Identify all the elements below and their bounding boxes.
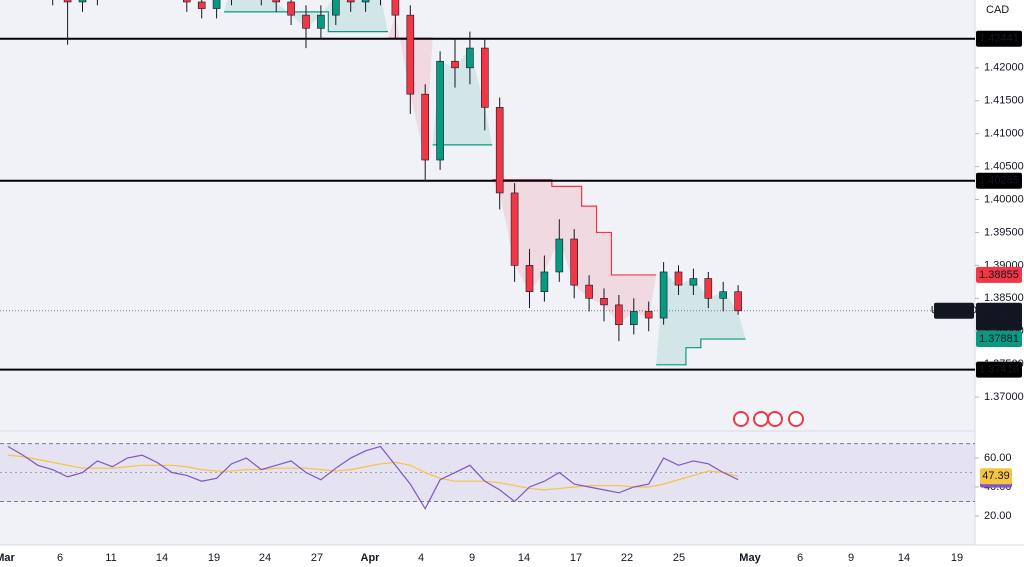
supertrend-line [224, 11, 388, 33]
x-tick-label: 17 [570, 552, 582, 564]
supertrend-label-box [976, 266, 1022, 283]
x-tick-label: 9 [848, 552, 854, 564]
y-tick-label: 1.41000 [984, 128, 1024, 140]
supertrend-label: 1.37881 [979, 333, 1019, 345]
x-tick-label: 4 [418, 552, 424, 564]
candle-body [302, 14, 310, 29]
level-label-box [976, 172, 1022, 189]
x-tick-label: 14 [518, 552, 530, 564]
supertrend-line [656, 338, 746, 366]
candle-body [63, 0, 72, 3]
y-tick-label: 1.41500 [984, 95, 1024, 107]
y-tick-label: 1.40000 [984, 193, 1024, 205]
last-price: 1.38310 [979, 305, 1019, 317]
x-tick-label: Apr [361, 552, 381, 564]
price-pane [0, 0, 975, 371]
currency: CAD [986, 4, 1009, 16]
candle-body [644, 311, 653, 319]
candle-body [183, 0, 191, 3]
x-tick-label: 25 [673, 552, 685, 564]
candle-body [629, 311, 638, 325]
countdown: 03:35:43 [978, 317, 1021, 329]
supertrend-label-box [976, 331, 1022, 348]
x-tick-label: 9 [469, 552, 475, 564]
x-tick-label: 11 [105, 552, 116, 564]
candle-body [585, 284, 593, 299]
level-label-box [976, 361, 1022, 378]
rsi-value-label-box [980, 468, 1012, 485]
level-label: 1.42441 [979, 33, 1019, 45]
y-tick-label: 1.42000 [984, 62, 1024, 74]
candle-body [480, 47, 489, 108]
x-tick-label: 24 [259, 552, 271, 564]
candle-body [197, 1, 206, 9]
candle-body [704, 278, 713, 299]
candle-body [287, 1, 295, 16]
candle-body [540, 271, 549, 293]
rsi-pane [0, 443, 975, 510]
candle-body [346, 0, 355, 3]
rsi-tick-label: 60.00 [984, 452, 1012, 464]
candle-body [525, 265, 534, 293]
level-label-box [976, 30, 1022, 47]
candle-body [406, 14, 415, 95]
rsi-tick-label: 20.00 [984, 510, 1012, 522]
supertrend-label: 1.38855 [979, 269, 1019, 281]
level-label: 1.40285 [979, 175, 1019, 187]
candle-body [674, 271, 683, 286]
candle-body [555, 238, 564, 273]
supertrend-fill [432, 48, 493, 145]
candle-body [615, 304, 623, 325]
x-tick-label: Mar [0, 552, 15, 564]
candle-body [331, 0, 340, 16]
candle-body [495, 107, 504, 194]
x-tick-label: 19 [951, 552, 963, 564]
x-tick-label: 22 [621, 552, 633, 564]
rsi-band [0, 443, 975, 502]
y-tick-label: 1.40500 [984, 161, 1024, 173]
x-tick-label: May [739, 552, 761, 564]
candle-body [272, 0, 281, 3]
candle-body [212, 0, 221, 9]
candle-body [78, 0, 87, 3]
candle-body [391, 0, 400, 16]
last-price-box [976, 302, 1022, 331]
candle-body [570, 238, 579, 286]
axes: 1.370001.375001.380001.385001.390001.395… [0, 30, 1024, 564]
candle-body [361, 0, 370, 3]
level-label: 1.37416 [979, 364, 1019, 376]
y-tick-label: 1.38500 [984, 292, 1024, 304]
x-tick-label: 6 [57, 552, 63, 564]
rsi-line [7, 445, 739, 510]
candle-body [317, 14, 325, 29]
candle-body [466, 47, 474, 69]
candle-body [451, 60, 459, 69]
symbol: USDCAD [931, 305, 978, 317]
x-tick-label: 27 [311, 552, 323, 564]
candle-body [689, 278, 698, 286]
candle-body [719, 291, 728, 299]
symbol-box [934, 302, 974, 319]
event-icons [733, 411, 804, 427]
x-tick-label: 14 [156, 552, 168, 564]
candle-body [659, 271, 668, 319]
candle-body [510, 192, 519, 266]
y-tick-label: 1.37000 [984, 391, 1024, 403]
rsi-value-label: 47.39 [982, 470, 1010, 482]
x-tick-label: 6 [797, 552, 803, 564]
x-tick-label: 14 [898, 552, 910, 564]
candle-body [421, 93, 430, 161]
x-tick-label: 19 [208, 552, 220, 564]
y-tick-label: 1.39500 [984, 226, 1024, 238]
rsi-line [7, 454, 739, 491]
candle-body [600, 298, 608, 306]
candle-body [734, 291, 742, 312]
candle-body [436, 60, 444, 161]
